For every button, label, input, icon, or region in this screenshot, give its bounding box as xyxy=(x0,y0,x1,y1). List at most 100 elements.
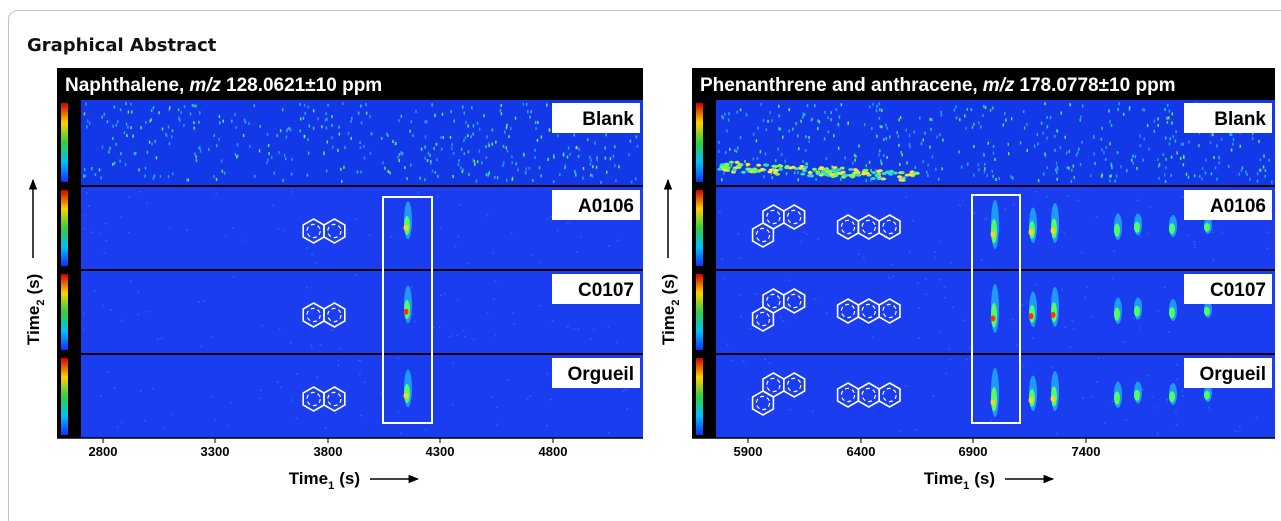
noise-speck xyxy=(939,133,941,137)
noise-speck xyxy=(909,145,911,149)
colorbar xyxy=(61,103,68,182)
noise-speck xyxy=(194,152,196,156)
noise-speck xyxy=(573,328,576,330)
noise-speck xyxy=(1033,144,1036,148)
noise-speck xyxy=(936,135,938,139)
noise-speck xyxy=(847,121,849,125)
noise-speck xyxy=(443,293,446,295)
noise-speck xyxy=(1069,103,1071,107)
noise-speck xyxy=(1007,142,1009,146)
molecule-ring-inner xyxy=(786,209,802,225)
noise-speck xyxy=(1251,132,1254,136)
noise-speck xyxy=(1010,117,1013,121)
noise-speck xyxy=(260,389,262,391)
noise-speck xyxy=(449,135,452,139)
noise-speck xyxy=(467,134,469,138)
noise-speck xyxy=(100,395,102,397)
noise-speck xyxy=(392,139,394,143)
panel-title: Phenanthrene and anthracene, m/z 178.0778±… xyxy=(700,75,1176,96)
noise-speck xyxy=(1022,365,1025,367)
background-band xyxy=(752,167,758,171)
noise-speck xyxy=(100,176,102,180)
noise-speck xyxy=(628,153,630,157)
noise-speck xyxy=(113,161,116,165)
noise-speck xyxy=(925,293,927,296)
noise-speck xyxy=(410,163,412,167)
sample-label: A0106 xyxy=(1184,190,1272,220)
peak-body xyxy=(991,219,997,244)
noise-speck xyxy=(982,114,984,118)
noise-speck xyxy=(475,179,478,183)
noise-speck xyxy=(331,329,333,332)
background-band xyxy=(812,167,818,171)
sample-label: Orgueil xyxy=(1184,358,1272,388)
noise-speck xyxy=(472,158,475,162)
noise-speck xyxy=(1168,331,1170,333)
noise-speck xyxy=(1201,177,1203,181)
noise-speck xyxy=(1175,423,1178,426)
noise-speck xyxy=(582,176,584,180)
noise-speck xyxy=(1068,166,1070,170)
noise-speck xyxy=(195,159,198,163)
noise-speck xyxy=(723,171,725,175)
noise-speck xyxy=(510,127,512,131)
noise-speck xyxy=(522,102,525,106)
noise-speck xyxy=(724,151,727,155)
noise-speck xyxy=(235,125,237,129)
noise-speck xyxy=(879,149,881,153)
noise-speck xyxy=(258,397,261,400)
noise-speck xyxy=(1089,174,1092,178)
noise-speck xyxy=(462,168,464,172)
noise-speck xyxy=(869,105,871,109)
noise-speck xyxy=(1055,432,1058,435)
noise-speck xyxy=(426,159,429,163)
noise-speck xyxy=(424,178,426,182)
noise-speck xyxy=(835,107,838,111)
background-band xyxy=(838,171,844,175)
noise-speck xyxy=(929,145,931,149)
noise-speck xyxy=(564,164,567,168)
noise-speck xyxy=(356,170,359,174)
noise-speck xyxy=(917,282,919,284)
noise-speck xyxy=(113,387,116,389)
noise-speck xyxy=(1232,137,1235,141)
noise-speck xyxy=(1211,228,1213,230)
noise-speck xyxy=(113,105,116,109)
noise-speck xyxy=(788,129,791,133)
noise-speck xyxy=(875,109,878,113)
noise-speck xyxy=(103,112,106,116)
noise-speck xyxy=(556,229,559,232)
background-band xyxy=(752,170,758,174)
noise-speck xyxy=(877,389,879,391)
noise-speck xyxy=(1072,164,1075,168)
noise-speck xyxy=(157,338,159,340)
noise-speck xyxy=(575,173,577,177)
noise-speck xyxy=(966,107,969,111)
noise-speck xyxy=(400,114,403,118)
noise-speck xyxy=(1081,140,1083,144)
noise-speck xyxy=(913,130,915,134)
molecule-ring xyxy=(783,372,806,398)
noise-speck xyxy=(198,120,200,124)
axis-label-text: Time xyxy=(659,306,678,345)
noise-speck xyxy=(911,219,914,222)
noise-speck xyxy=(879,125,882,129)
noise-speck xyxy=(878,116,881,120)
noise-speck xyxy=(137,290,140,293)
noise-speck xyxy=(906,161,908,165)
noise-speck xyxy=(325,126,328,130)
noise-speck xyxy=(991,169,994,173)
noise-speck xyxy=(743,360,745,362)
noise-speck xyxy=(723,277,725,280)
background-band xyxy=(820,170,826,174)
background-band xyxy=(832,166,838,170)
noise-speck xyxy=(770,172,773,176)
noise-speck xyxy=(803,113,806,117)
molecule-ring-inner xyxy=(327,307,342,323)
noise-speck xyxy=(1120,165,1122,169)
molecule-ring-inner xyxy=(882,387,897,403)
noise-speck xyxy=(1110,174,1112,178)
noise-speck xyxy=(792,127,794,131)
background-band xyxy=(734,160,740,164)
noise-speck xyxy=(1103,151,1105,155)
